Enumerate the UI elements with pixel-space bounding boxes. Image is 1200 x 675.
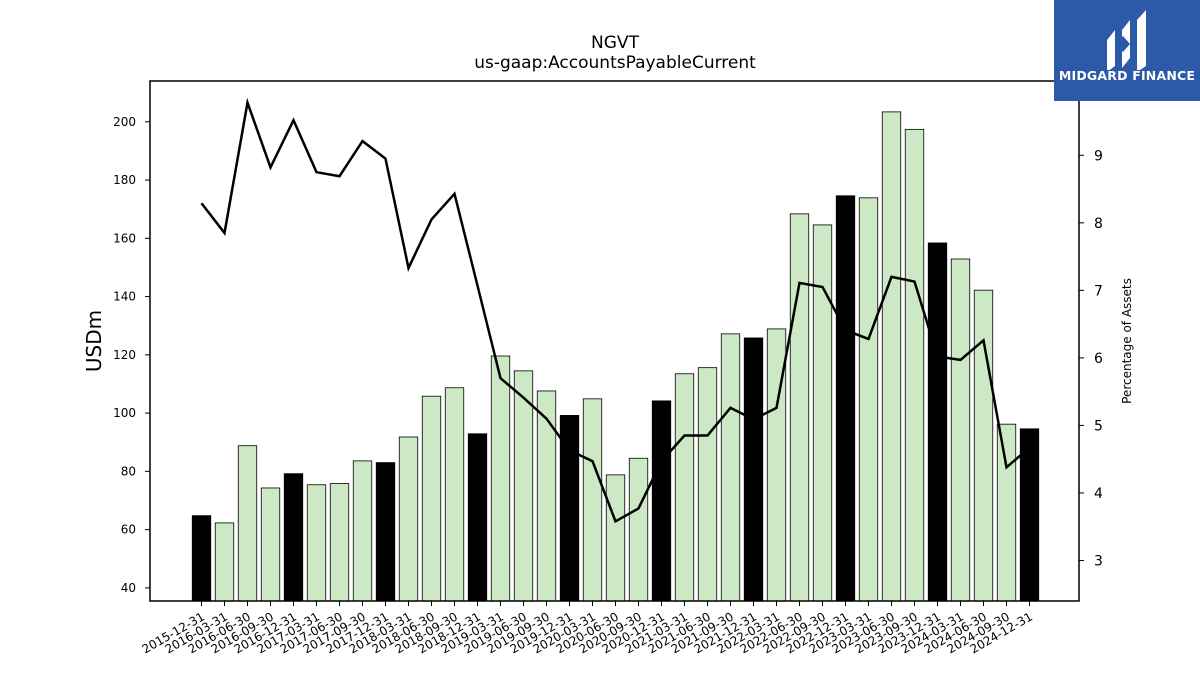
bar-2020-06-30	[605, 474, 626, 602]
bar-2019-06-30	[513, 370, 534, 602]
bar-2023-09-30	[904, 128, 925, 602]
y2-tick-label: 6	[1094, 351, 1103, 367]
bar-2022-12-31	[835, 195, 856, 602]
bar-2024-06-30	[973, 289, 994, 602]
bar-2018-12-31	[467, 433, 488, 602]
bar-2022-06-30	[789, 213, 810, 602]
bar-2019-09-30	[536, 390, 557, 602]
bar-2018-03-31	[398, 436, 419, 602]
y-tick-label: 120	[113, 348, 136, 362]
y2-tick-label: 5	[1094, 418, 1103, 434]
y-tick-label: 100	[113, 406, 136, 420]
y-tick-label: 160	[113, 231, 136, 245]
bar-2018-09-30	[444, 387, 465, 602]
bar-2024-03-31	[950, 258, 971, 602]
chart-title: NGVT	[591, 33, 640, 53]
bar-2022-09-30	[812, 224, 833, 602]
bar-group	[191, 111, 1040, 602]
bar-2023-03-31	[858, 197, 879, 602]
y-axis-label: USDm	[82, 310, 106, 372]
bar-2021-12-31	[743, 337, 764, 602]
x-axis: 2015-12-312016-03-312016-06-302016-09-30…	[140, 601, 1035, 656]
midgard-logo-icon	[1107, 10, 1146, 70]
bar-2016-03-31	[214, 522, 235, 602]
y-tick-label: 140	[113, 290, 136, 304]
bar-2021-09-30	[720, 333, 741, 602]
bar-2021-06-30	[697, 367, 718, 602]
y-axis-left: 40 60 80 100 120 140 160 180 200	[113, 115, 150, 595]
bar-2020-09-30	[628, 457, 649, 602]
bar-2016-12-31	[283, 473, 304, 602]
bar-2017-12-31	[375, 462, 396, 602]
bar-2023-06-30	[881, 111, 902, 602]
bar-2017-09-30	[352, 460, 373, 602]
logo: MIDGARD FINANCE	[1054, 0, 1200, 101]
y2-tick-label: 9	[1094, 148, 1103, 164]
y2-axis-label: Percentage of Assets	[1120, 278, 1134, 404]
bar-2020-03-31	[582, 398, 603, 602]
y-tick-label: 80	[121, 464, 136, 478]
bar-2021-03-31	[674, 373, 695, 602]
bar-2017-03-31	[306, 484, 327, 602]
y-tick-label: 60	[121, 523, 136, 537]
y-tick-label: 40	[121, 581, 136, 595]
bar-2016-06-30	[237, 445, 258, 602]
pct-assets-line	[200, 97, 1031, 524]
y-tick-label: 200	[113, 115, 136, 129]
bar-2024-09-30	[996, 423, 1017, 602]
y2-tick-label: 3	[1094, 553, 1103, 569]
chart-subtitle: us-gaap:AccountsPayableCurrent	[474, 53, 756, 73]
bar-2023-12-31	[927, 242, 948, 602]
bar-2020-12-31	[651, 400, 672, 602]
bar-2018-06-30	[421, 395, 442, 602]
y-axis-right: 3 4 5 6 7 8 9	[1079, 148, 1103, 569]
y2-tick-label: 4	[1094, 486, 1103, 502]
bar-2016-09-30	[260, 487, 281, 602]
line-group	[200, 97, 1031, 524]
bar-2015-12-31	[191, 515, 212, 602]
logo-text: MIDGARD FINANCE	[1058, 68, 1196, 83]
y2-tick-label: 7	[1094, 283, 1103, 299]
y-tick-label: 180	[113, 173, 136, 187]
y2-tick-label: 8	[1094, 216, 1103, 232]
plot-frame	[149, 80, 1080, 602]
bar-2019-03-31	[490, 355, 511, 602]
bar-2017-06-30	[329, 483, 350, 602]
